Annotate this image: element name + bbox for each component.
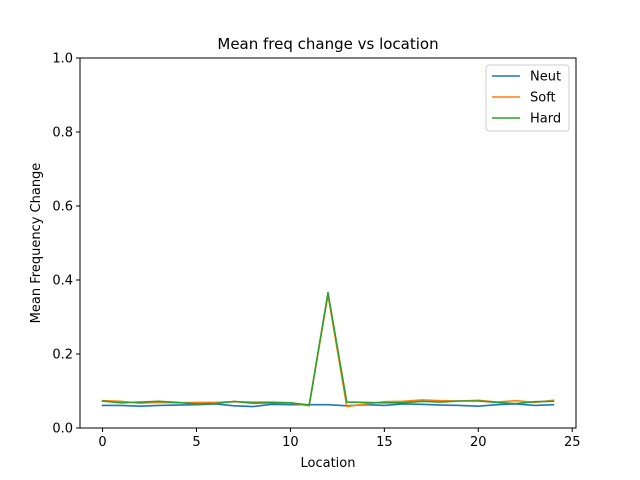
x-tick-label: 20 bbox=[470, 435, 487, 450]
x-axis-ticks: 0 5 10 15 20 25 bbox=[98, 428, 581, 450]
chart-title: Mean freq change vs location bbox=[217, 35, 438, 53]
x-tick-label: 10 bbox=[282, 435, 299, 450]
y-tick-label: 0.0 bbox=[52, 422, 73, 437]
x-tick-label: 25 bbox=[564, 435, 581, 450]
y-axis-ticks: 0.0 0.2 0.4 0.6 0.8 1.0 bbox=[52, 52, 80, 437]
legend-label-soft: Soft bbox=[530, 91, 556, 106]
y-tick-label: 0.6 bbox=[52, 200, 73, 215]
y-tick-label: 0.2 bbox=[52, 348, 73, 363]
x-axis-label: Location bbox=[301, 456, 356, 471]
x-tick-label: 5 bbox=[192, 435, 200, 450]
y-tick-label: 0.4 bbox=[52, 274, 73, 289]
legend-box bbox=[485, 64, 570, 132]
y-axis-label: Mean Frequency Change bbox=[29, 163, 44, 324]
series-line-neut bbox=[101, 403, 555, 408]
series-layer bbox=[101, 291, 555, 408]
legend-label-neut: Neut bbox=[530, 70, 561, 85]
plot-frame bbox=[79, 57, 577, 429]
legend: Neut Soft Hard bbox=[485, 64, 570, 132]
x-tick-label: 15 bbox=[376, 435, 393, 450]
legend-label-hard: Hard bbox=[530, 112, 561, 127]
series-line-hard bbox=[101, 291, 555, 406]
x-tick-label: 0 bbox=[98, 435, 106, 450]
y-tick-label: 1.0 bbox=[52, 52, 73, 67]
y-tick-label: 0.8 bbox=[52, 126, 73, 141]
